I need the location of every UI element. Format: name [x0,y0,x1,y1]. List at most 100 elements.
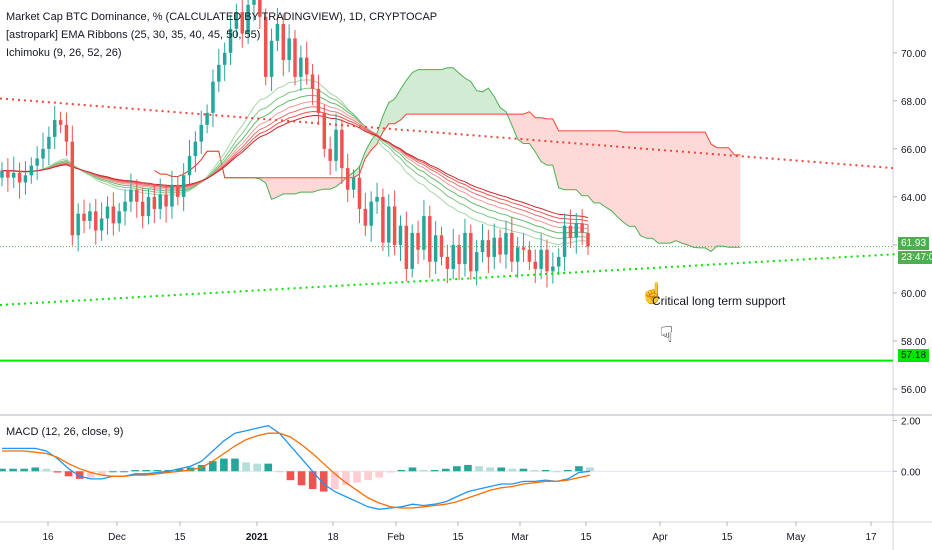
ichimoku-cloud-segment [599,130,606,208]
ichimoku-cloud-segment [371,133,378,151]
x-tick-label-4: 18 [327,532,339,543]
candle-body [480,240,485,253]
y-tick-label-1: 68.00 [901,97,926,108]
candle-body [217,64,221,82]
ichimoku-cloud-segment [435,69,442,115]
candle-body [275,24,280,41]
macd-histogram-bar [441,468,450,472]
candle-body [392,206,397,245]
candle-body [94,211,98,231]
macd-histogram-bar [120,471,128,473]
ichimoku-cloud-segment [429,69,436,115]
candle-body [387,206,391,243]
ichimoku-cloud-segment [511,114,518,140]
macd-histogram-bar [31,467,40,472]
ichimoku-cloud-segment [300,177,307,193]
macd-line [2,424,591,510]
macd-histogram-bar [220,458,228,472]
ichimoku-cloud-segment [646,132,653,239]
ichimoku-cloud-segment [470,81,477,115]
ichimoku-cloud-segment [675,132,682,244]
countdown-tag: 23:47:0 [898,251,932,264]
macd-histogram-bar [508,468,517,472]
indicator-ema-legend: [astropark] EMA Ribbons (25, 30, 35, 40,… [6,29,261,41]
ichimoku-cloud-segment [535,117,542,162]
candle-body [457,244,461,265]
ichimoku-cloud-segment [617,130,624,223]
candle-body [310,74,315,89]
ichimoku-cloud-segment [711,144,717,252]
candle-body [304,57,309,75]
x-tick-label-3: 2021 [246,532,269,543]
support-annotation: Critical long term support [652,294,786,308]
macd-histogram-bar [564,470,572,472]
macd-histogram-bar [530,470,539,472]
ichimoku-cloud-segment [564,130,571,190]
candle-body [381,196,385,243]
ichimoku-cloud-segment [593,130,600,203]
ichimoku-cloud-segment [681,132,688,245]
ichimoku-cloud-segment [453,67,460,115]
candle-body [146,196,151,217]
ichimoku-cloud-segment [336,177,342,187]
ichimoku-cloud-segment [330,177,337,190]
macd-histogram-bar [208,461,217,472]
ichimoku-cloud-segment [611,130,618,217]
candle-body [533,261,538,269]
ichimoku-cloud-segment [699,132,706,248]
ichimoku-cloud-segment [324,177,331,190]
candle-body [269,40,274,77]
ema-ribbon-40 [1,100,589,230]
candle-body [580,223,584,233]
ema-ribbon-35 [1,94,589,234]
candle-body [193,141,198,157]
macd-y-tick-label-0: 2.00 [901,417,921,428]
ema-ribbon-55 [1,114,589,218]
ichimoku-cloud-segment [295,177,301,194]
macd-histogram-bar [552,471,561,473]
ichimoku-cloud-segment [664,132,671,244]
candle-body [463,232,467,265]
candle-body [562,225,567,257]
y-tick-label-2: 66.00 [901,145,926,156]
candle-body [47,136,51,149]
candle-body [351,177,356,190]
candle-body [586,232,590,247]
macd-histogram-bar [331,471,339,490]
ichimoku-cloud-segment [459,73,465,115]
macd-histogram-bar [242,462,250,472]
ichimoku-cloud-segment [406,72,413,115]
candle-body [129,189,133,202]
candle-body [205,112,209,125]
ichimoku-cloud-segment [728,147,735,248]
candle-body [258,0,262,17]
macd-histogram-bar [64,471,73,477]
support-price-tag: 57.18 [898,349,930,362]
macd-y-tick-label-1: 0.00 [901,467,921,478]
ichimoku-cloud-segment [271,177,278,200]
chart-title: Market Cap BTC Dominance, % (CALCULATED … [6,11,438,23]
macd-histogram-bar [397,470,406,472]
macd-legend: MACD (12, 26, close, 9) [6,426,124,438]
macd-histogram-bar [519,468,528,472]
candle-body [99,218,104,231]
candle-body [316,88,321,113]
candle-body [322,112,327,149]
ichimoku-cloud-segment [394,89,401,124]
x-tick-label-10: 15 [721,532,733,543]
candle-body [474,252,479,272]
x-tick-label-11: May [787,532,806,543]
ichimoku-cloud-segment [476,90,483,115]
ichimoku-cloud-segment [283,177,290,194]
ichimoku-cloud-segment [412,69,419,115]
candle-body [334,129,338,161]
macd-histogram-bar [131,470,139,472]
macd-histogram-bar [286,471,295,481]
macd-histogram-bar [386,471,395,473]
candle-body [58,120,63,125]
ichimoku-cloud-segment [312,177,319,193]
x-tick-label-0: 16 [42,532,54,543]
candle-body [375,196,379,202]
